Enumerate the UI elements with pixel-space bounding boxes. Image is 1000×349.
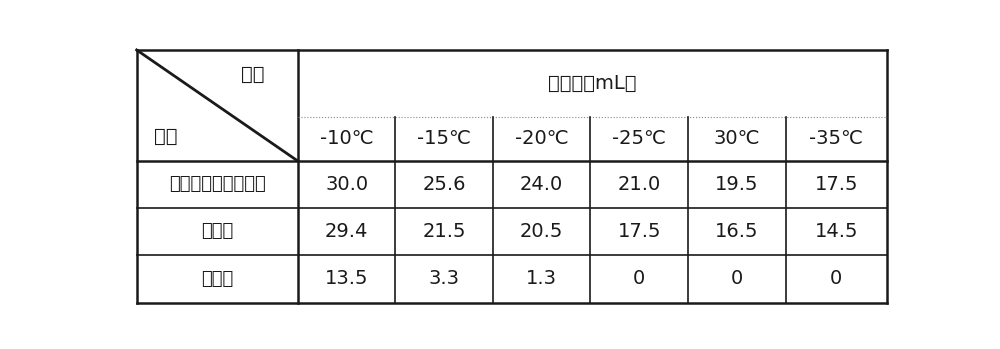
Text: -35℃: -35℃ (809, 129, 863, 148)
Text: 19.5: 19.5 (715, 175, 759, 194)
Text: 0: 0 (633, 269, 645, 288)
Text: -20℃: -20℃ (515, 129, 569, 148)
Text: 17.5: 17.5 (618, 222, 661, 241)
Text: 氯化钓: 氯化钓 (201, 269, 233, 288)
Text: 30℃: 30℃ (714, 129, 760, 148)
Text: 类别: 类别 (154, 127, 177, 146)
Text: 21.0: 21.0 (618, 175, 661, 194)
Text: 25.6: 25.6 (422, 175, 466, 194)
Text: 用于变电站的融冰剂: 用于变电站的融冰剂 (169, 176, 266, 193)
Text: 速度: 速度 (241, 65, 265, 84)
Text: 29.4: 29.4 (325, 222, 368, 241)
Text: -15℃: -15℃ (417, 129, 471, 148)
Text: 14.5: 14.5 (814, 222, 858, 241)
Text: -25℃: -25℃ (612, 129, 666, 148)
Text: 20.5: 20.5 (520, 222, 563, 241)
Text: -10℃: -10℃ (320, 129, 373, 148)
Text: 出水量（mL）: 出水量（mL） (548, 74, 637, 93)
Text: 氯化馒: 氯化馒 (201, 222, 233, 240)
Text: 24.0: 24.0 (520, 175, 563, 194)
Text: 0: 0 (830, 269, 842, 288)
Text: 13.5: 13.5 (325, 269, 368, 288)
Text: 0: 0 (731, 269, 743, 288)
Text: 17.5: 17.5 (814, 175, 858, 194)
Text: 16.5: 16.5 (715, 222, 759, 241)
Text: 21.5: 21.5 (422, 222, 466, 241)
Text: 1.3: 1.3 (526, 269, 557, 288)
Text: 3.3: 3.3 (429, 269, 460, 288)
Text: 30.0: 30.0 (325, 175, 368, 194)
